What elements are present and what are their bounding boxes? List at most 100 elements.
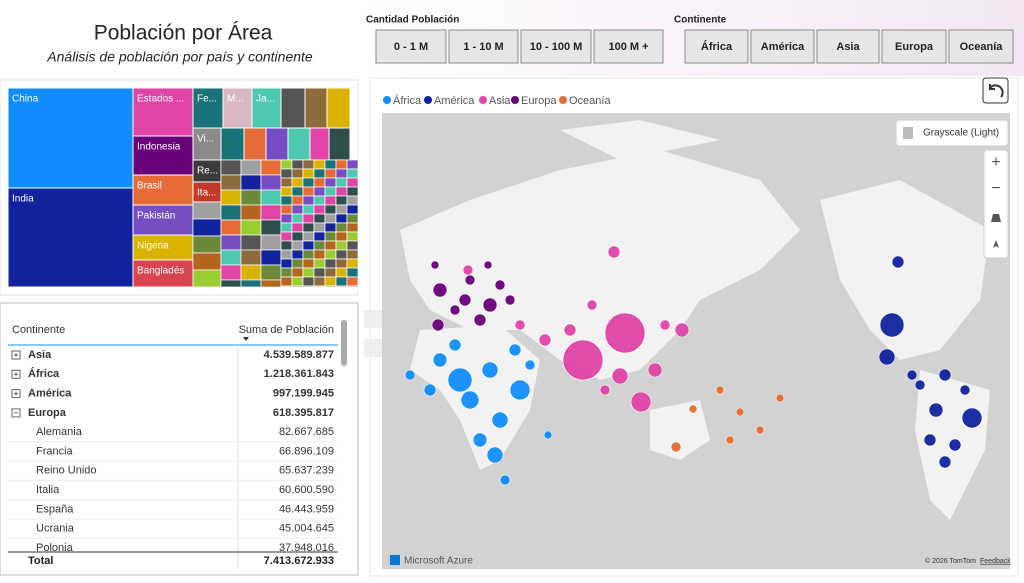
treemap-tile[interactable] [313,276,326,287]
map-bubble[interactable] [464,274,476,286]
map-bubble[interactable] [491,411,509,429]
map-bubble[interactable] [670,441,682,453]
treemap-tile[interactable] [132,234,194,261]
treemap-tile[interactable] [302,186,315,197]
map-bubble[interactable] [607,245,621,259]
side-icon[interactable] [364,339,382,357]
treemap-tile[interactable] [302,267,315,278]
treemap-tile[interactable] [291,159,304,170]
slicer-button[interactable] [375,29,447,64]
treemap-tile[interactable] [7,187,134,288]
treemap-tile[interactable] [192,218,222,237]
map-bubble[interactable] [906,369,918,381]
treemap-tile[interactable] [335,204,348,215]
treemap-tile[interactable] [335,267,348,278]
treemap-tile[interactable] [324,168,337,179]
treemap-tile[interactable] [280,204,293,215]
expand-box[interactable] [11,350,21,360]
slicer-button[interactable] [684,29,749,64]
treemap-tile[interactable] [313,159,326,170]
treemap-tile[interactable] [324,222,337,233]
map-bubble[interactable] [499,474,511,486]
treemap-tile[interactable] [280,276,293,287]
map-bubble[interactable] [448,338,462,352]
treemap-tile[interactable] [291,240,304,251]
treemap-tile[interactable] [335,285,348,288]
treemap-tile[interactable] [280,267,293,278]
treemap-tile[interactable] [335,177,348,188]
map-bubble[interactable] [482,297,498,313]
treemap-tile[interactable] [240,219,262,236]
map-bubble[interactable] [494,279,506,291]
treemap-tile[interactable] [260,264,282,281]
treemap-tile[interactable] [192,269,222,288]
map-bubble[interactable] [735,407,745,417]
treemap-tile[interactable] [280,168,293,179]
treemap-tile[interactable] [302,249,315,260]
treemap-tile[interactable] [280,213,293,224]
map-bubble[interactable] [462,264,474,276]
map-bubble[interactable] [604,312,646,354]
map-bubble[interactable] [423,383,437,397]
map-bubble[interactable] [775,393,785,403]
side-icon[interactable] [364,310,382,328]
treemap-tile[interactable] [243,127,267,161]
treemap-tile[interactable] [346,285,359,288]
treemap-tile[interactable] [291,222,304,233]
map-bubble[interactable] [961,407,983,429]
treemap-tile[interactable] [313,231,326,242]
map-bubble[interactable] [514,319,526,331]
treemap-tile[interactable] [324,195,337,206]
treemap-tile[interactable] [291,276,304,287]
treemap-tile[interactable] [313,222,326,233]
treemap-tile[interactable] [280,231,293,242]
treemap-tile[interactable] [280,87,306,129]
treemap-tile[interactable] [335,258,348,269]
treemap-tile[interactable] [260,279,282,288]
treemap-tile[interactable] [346,186,359,197]
treemap-tile[interactable] [302,213,315,224]
reset-button[interactable] [982,77,1009,104]
map-bubble[interactable] [563,323,577,337]
feedback[interactable]: Feedback [980,558,1011,565]
treemap-tile[interactable] [335,213,348,224]
map-bubble[interactable] [430,260,440,270]
treemap-tile[interactable] [192,252,222,271]
treemap-tile[interactable] [132,174,194,206]
treemap-tile[interactable] [313,204,326,215]
treemap-tile[interactable] [302,240,315,251]
map-bubble[interactable] [562,339,604,381]
treemap-tile[interactable] [335,249,348,260]
treemap-tile[interactable] [291,177,304,188]
treemap-tile[interactable] [220,174,242,191]
treemap-tile[interactable] [302,177,315,188]
treemap-tile[interactable] [220,279,242,288]
treemap-tile[interactable] [302,276,315,287]
treemap-tile[interactable] [280,285,293,288]
treemap-tile[interactable] [324,285,337,288]
treemap-tile[interactable] [335,276,348,287]
treemap-tile[interactable] [260,204,282,221]
map-bubble[interactable] [486,446,504,464]
treemap-tile[interactable] [313,186,326,197]
treemap-tile[interactable] [313,168,326,179]
slicer-button[interactable] [520,29,592,64]
treemap-tile[interactable] [335,195,348,206]
treemap-tile[interactable] [302,168,315,179]
treemap-tile[interactable] [302,204,315,215]
treemap-tile[interactable] [291,249,304,260]
map-bubble[interactable] [599,384,611,396]
treemap-tile[interactable] [291,258,304,269]
treemap-tile[interactable] [192,87,224,129]
treemap-tile[interactable] [324,204,337,215]
treemap-tile[interactable] [346,240,359,251]
treemap-tile[interactable] [240,279,262,288]
treemap-tile[interactable] [324,249,337,260]
map-bubble[interactable] [715,385,725,395]
treemap-tile[interactable] [324,231,337,242]
treemap-tile[interactable] [328,127,351,161]
expand-box[interactable] [11,369,21,379]
treemap-tile[interactable] [346,276,359,287]
treemap-tile[interactable] [313,267,326,278]
map-bubble[interactable] [959,384,971,396]
